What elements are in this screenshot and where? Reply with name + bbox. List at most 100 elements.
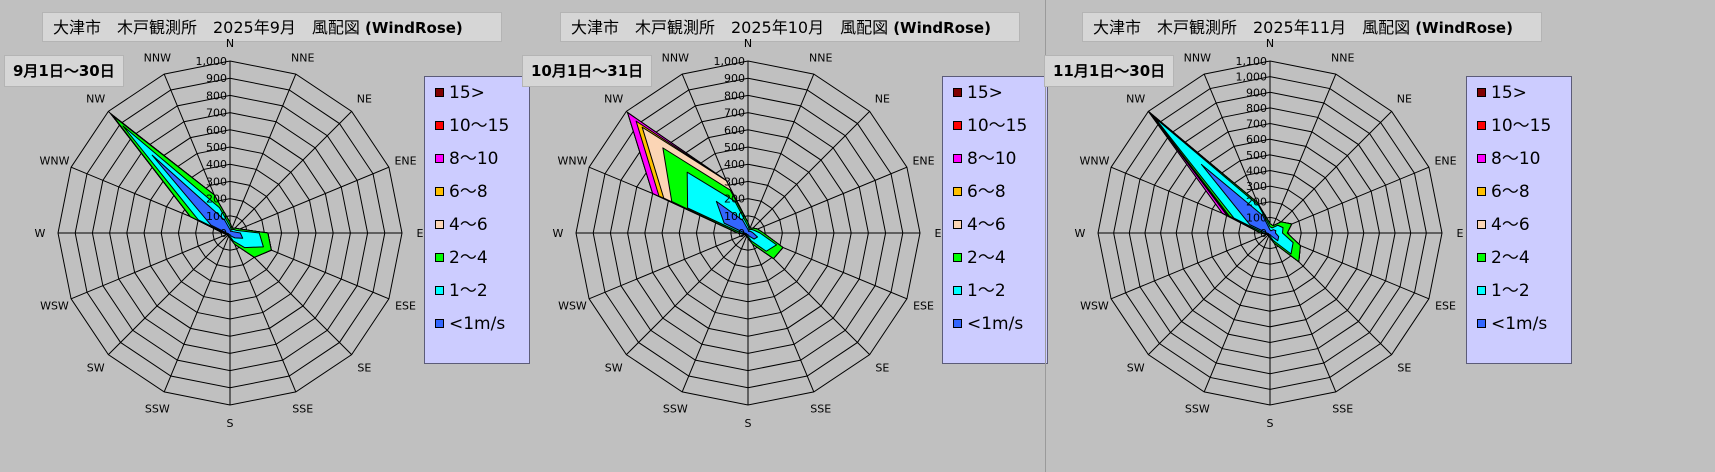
chart-title-box: 大津市 木戸観測所 2025年11月 風配図 (WindRose) <box>1082 12 1542 42</box>
direction-label: NW <box>604 93 623 106</box>
windrose-panel-october: 大津市 木戸観測所 2025年10月 風配図 (WindRose) 0 100 20… <box>518 0 1088 472</box>
grid-spoke <box>1269 73 1337 234</box>
legend-label: 8～10 <box>1491 149 1541 169</box>
legend-label: 4～6 <box>1491 215 1530 235</box>
legend-label: 6～8 <box>449 182 488 202</box>
direction-label: ENE <box>912 154 934 167</box>
legend-label: 10～15 <box>1491 116 1552 136</box>
legend-label: <1m/s <box>967 314 1024 334</box>
grid-spoke <box>747 73 815 234</box>
legend-swatch <box>435 319 444 328</box>
direction-label: NE <box>1397 93 1412 106</box>
tick-label: 700 <box>1246 118 1267 131</box>
direction-label: ESE <box>395 300 416 313</box>
legend-label: 15> <box>1491 83 1527 103</box>
legend-swatch <box>1477 253 1486 262</box>
grid-spoke <box>229 73 297 234</box>
tick-label: 800 <box>1246 102 1267 115</box>
legend-swatch <box>1477 88 1486 97</box>
tick-label: 700 <box>206 107 227 120</box>
legend-label: 1～2 <box>1491 281 1530 301</box>
legend-swatch <box>435 220 444 229</box>
direction-label: NNW <box>1184 51 1211 64</box>
legend-swatch <box>1477 154 1486 163</box>
tick-label: 600 <box>1246 133 1267 146</box>
grid-spoke <box>229 232 297 393</box>
direction-label: WSW <box>1080 300 1109 313</box>
tick-label: 1,000 <box>1236 71 1268 84</box>
legend-label: 2～4 <box>967 248 1006 268</box>
grid-spoke <box>626 232 749 355</box>
legend-label: 4～6 <box>449 215 488 235</box>
tick-label: 600 <box>724 124 745 137</box>
direction-label: N <box>226 37 234 50</box>
legend-swatch <box>1477 121 1486 130</box>
windrose-panel-september: 大津市 木戸観測所 2025年9月 風配図 (WindRose) 0 100 200… <box>0 0 570 472</box>
tick-label: 400 <box>724 158 745 171</box>
tick-label: 200 <box>1246 196 1267 209</box>
legend-label: 10～15 <box>967 116 1028 136</box>
direction-label: ENE <box>1434 154 1456 167</box>
tick-label: 900 <box>1246 86 1267 99</box>
direction-label: SW <box>87 361 105 374</box>
grid-spoke <box>1203 232 1271 393</box>
grid-spoke <box>588 232 749 300</box>
legend-swatch <box>435 154 444 163</box>
tick-label: 0 <box>220 227 227 240</box>
grid-spoke <box>747 111 870 234</box>
legend-label: 8～10 <box>967 149 1017 169</box>
direction-label: N <box>1266 37 1274 50</box>
windrose-chart: 0 100 200 300 400 500 600 700 800 900 1,000 N NNE NE E… <box>553 37 942 430</box>
legend-swatch <box>1477 286 1486 295</box>
legend-swatch <box>953 286 962 295</box>
legend-swatch <box>1477 220 1486 229</box>
tick-label: 100 <box>1246 211 1267 224</box>
legend-label: 8～10 <box>449 149 499 169</box>
direction-label: NNW <box>662 51 689 64</box>
direction-label: NNE <box>291 51 314 64</box>
tick-label: 1,000 <box>714 55 746 68</box>
legend-label: 15> <box>449 83 485 103</box>
tick-label: 300 <box>1246 180 1267 193</box>
legend-swatch <box>435 88 444 97</box>
period-label: 11月1日～30日 <box>1044 55 1175 87</box>
tick-label: 1,000 <box>196 55 228 68</box>
tick-label: 500 <box>206 141 227 154</box>
legend-label: 2～4 <box>449 248 488 268</box>
grid-spoke <box>747 166 908 234</box>
tick-label: 900 <box>724 72 745 85</box>
tick-label: 0 <box>1260 227 1267 240</box>
legend-swatch <box>953 187 962 196</box>
legend-label: 10～15 <box>449 116 510 136</box>
direction-label: ESE <box>1435 300 1456 313</box>
period-label: 9月1日～30日 <box>4 55 124 87</box>
series-area <box>715 200 759 240</box>
legend-label: 6～8 <box>1491 182 1530 202</box>
legend: 15> 10～15 8～10 6～8 4～6 2～4 1～2 <1m/s <box>424 76 530 364</box>
direction-label: SSE <box>1332 403 1353 416</box>
grid-spoke <box>70 232 231 300</box>
direction-label: NNW <box>144 51 171 64</box>
legend-swatch <box>435 286 444 295</box>
legend-swatch <box>1477 319 1486 328</box>
direction-label: E <box>417 227 424 240</box>
direction-label: NNE <box>1331 51 1354 64</box>
direction-label: SE <box>1397 361 1411 374</box>
legend-swatch <box>953 220 962 229</box>
legend-label: 1～2 <box>967 281 1006 301</box>
direction-label: W <box>553 227 564 240</box>
direction-label: E <box>935 227 942 240</box>
tick-label: 800 <box>206 89 227 102</box>
series-group <box>1147 110 1301 263</box>
legend-swatch <box>953 319 962 328</box>
legend-label: 15> <box>967 83 1003 103</box>
tick-labels: 0 100 200 300 400 500 600 700 800 900 1,000 1,100 <box>1236 55 1268 240</box>
direction-label: NNE <box>809 51 832 64</box>
legend: 15> 10～15 8～10 6～8 4～6 2～4 1～2 <1m/s <box>942 76 1048 364</box>
direction-label: SSW <box>1185 403 1210 416</box>
legend-label: 1～2 <box>449 281 488 301</box>
direction-label: SSE <box>810 403 831 416</box>
grid-spoke <box>681 232 749 393</box>
panel-divider <box>1045 0 1046 472</box>
legend-swatch <box>1477 187 1486 196</box>
